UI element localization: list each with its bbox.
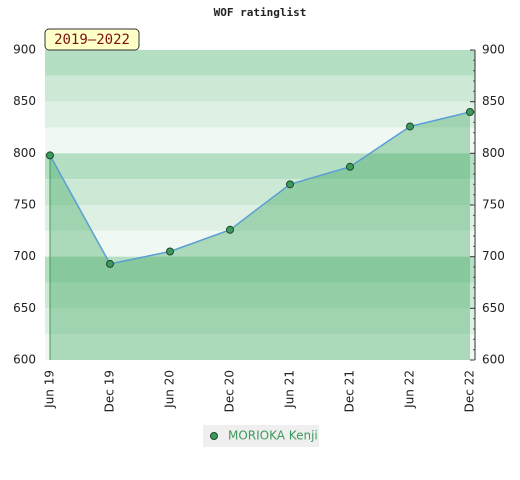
x-tick-label: Jun 21 [283, 370, 297, 409]
background-band [45, 50, 475, 76]
background-band [45, 282, 475, 309]
line [49, 111, 471, 265]
y-tick-label: 650 [13, 301, 36, 315]
point [226, 225, 234, 234]
x-tick-label: Dec 22 [463, 370, 477, 412]
background-band [45, 230, 475, 257]
y-tick-label: 900 [13, 43, 36, 57]
background-band [45, 101, 475, 128]
legend-marker [210, 432, 218, 440]
y-tick-label: 750 [13, 198, 36, 212]
background-band [45, 205, 475, 231]
chart-title: WOF ratinglist [214, 6, 307, 19]
background-band [45, 179, 475, 205]
y2-tick-label: 650 [482, 301, 505, 315]
point [106, 259, 114, 268]
point [286, 180, 294, 189]
legend-label: MORIOKA Kenji [228, 429, 318, 443]
point [406, 122, 414, 131]
y2-tick-label: 700 [482, 249, 505, 263]
point [466, 108, 474, 116]
y-tick-label: 850 [13, 94, 36, 108]
y2-tick-label: 600 [482, 353, 505, 367]
annotation: 2019–2022 [54, 32, 130, 48]
y2-tick-label: 850 [482, 94, 505, 108]
background-band [45, 75, 475, 102]
background-band [45, 256, 475, 283]
point [46, 151, 54, 160]
x-tick-label: Jun 19 [43, 370, 57, 409]
x-tick-label: Dec 20 [223, 370, 237, 412]
area [50, 112, 470, 360]
legend-box [203, 425, 319, 447]
x-tick-label: Dec 21 [343, 370, 357, 412]
point [166, 247, 174, 256]
x-tick-label: Dec 19 [103, 370, 117, 412]
y-tick-label: 800 [13, 146, 36, 160]
background-band [45, 334, 475, 360]
background-band [45, 308, 475, 335]
point [346, 162, 354, 171]
y2-tick-label: 900 [482, 43, 505, 57]
y-tick-label: 700 [13, 249, 36, 263]
y-tick-label: 600 [13, 353, 36, 367]
background-band [45, 153, 475, 180]
x-tick-label: Jun 22 [403, 370, 417, 409]
y2-tick-label: 800 [482, 146, 505, 160]
y2-tick-label: 750 [482, 198, 505, 212]
x-tick-label: Jun 20 [163, 370, 177, 409]
annotation-box [44, 28, 140, 51]
